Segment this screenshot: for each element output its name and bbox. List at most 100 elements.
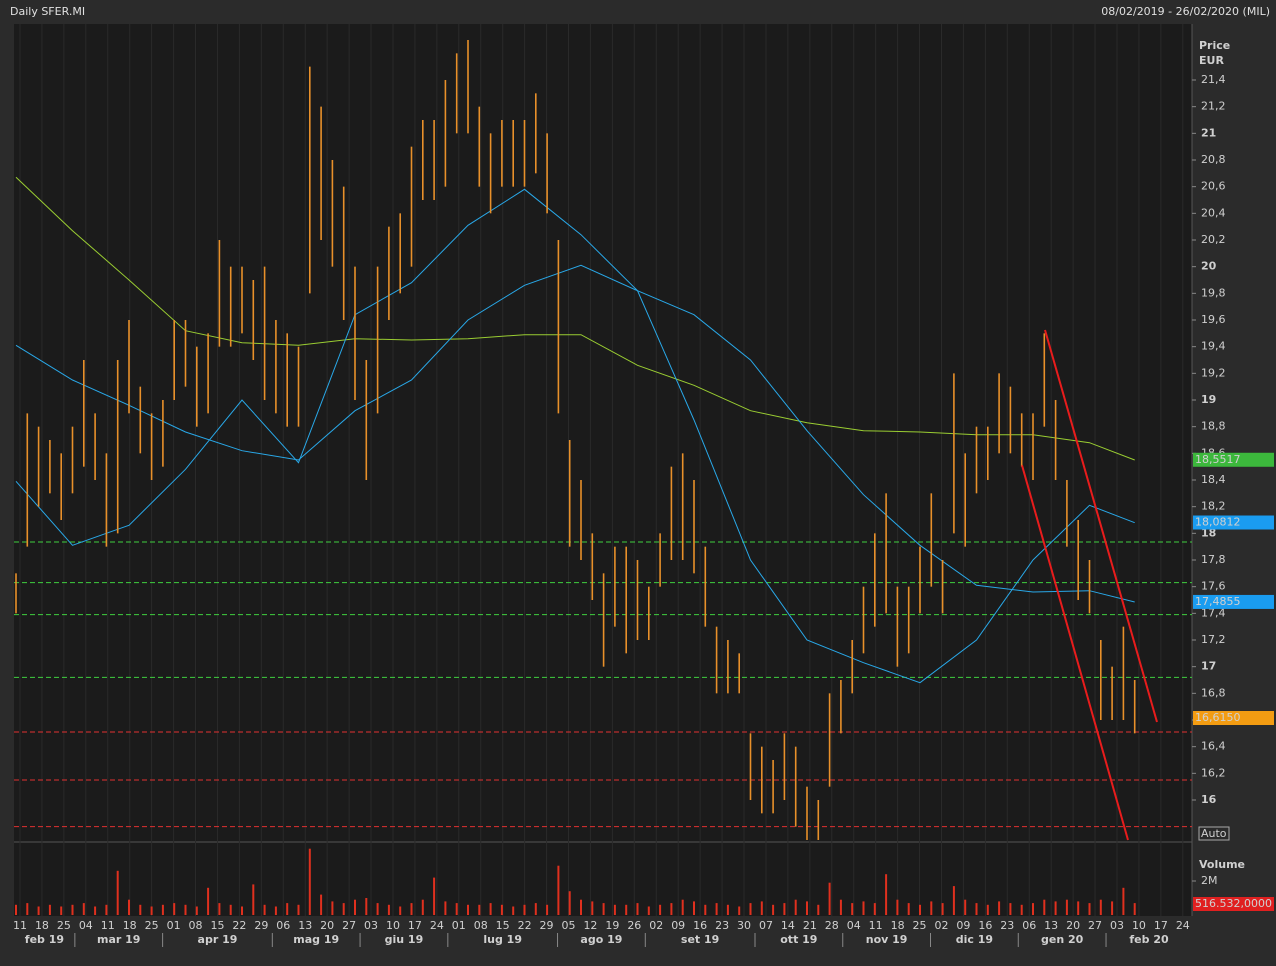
volume-bar: [128, 899, 130, 915]
volume-bar: [534, 903, 537, 915]
x-tick-label: 13: [298, 919, 312, 932]
volume-bar: [455, 903, 458, 915]
y-tick-label: 21,2: [1201, 100, 1226, 113]
x-tick-label: 03: [1110, 919, 1124, 932]
volume-bar: [975, 903, 978, 915]
y-tick-label: 17,2: [1201, 633, 1226, 646]
volume-bar: [354, 899, 356, 915]
date-range: 08/02/2019 - 26/02/2020 (MIL): [1101, 5, 1270, 18]
volume-bar: [173, 903, 176, 915]
volume-bar: [105, 904, 108, 915]
x-tick-label: 27: [1088, 919, 1102, 932]
volume-bar: [704, 904, 707, 915]
volume-bar: [873, 903, 876, 915]
month-label: mar 19: [97, 933, 140, 946]
auto-button[interactable]: [1198, 826, 1230, 841]
volume-bar: [467, 904, 469, 915]
x-tick-label: 30: [737, 919, 751, 932]
y-tick-label: 18,2: [1201, 500, 1226, 513]
volume-bar: [1077, 901, 1080, 915]
volume-last-label: 516.532,0000: [1195, 897, 1272, 910]
volume-bar: [546, 904, 549, 915]
last-value-label: 16,6150: [1195, 711, 1241, 724]
volume-bar: [772, 904, 775, 915]
y-tick-label: 18,4: [1201, 473, 1226, 486]
volume-bar: [602, 903, 605, 915]
volume-label: Volume: [1199, 858, 1245, 871]
last-value-tag: [1193, 452, 1274, 467]
volume-bar: [580, 899, 582, 915]
volume-bar: [760, 901, 763, 915]
volume-bar: [82, 903, 85, 915]
volume-bar: [274, 906, 277, 915]
trendline: [1044, 329, 1158, 723]
volume-bar: [26, 903, 29, 915]
last-value-label: 18,0812: [1195, 516, 1241, 529]
x-tick-label: 20: [320, 919, 334, 932]
volume-bar: [862, 901, 865, 915]
month-label: giu 19: [385, 933, 424, 946]
y-tick-label: 19,8: [1201, 286, 1226, 299]
volume-bar: [195, 906, 198, 915]
volume-bar: [806, 901, 808, 915]
volume-last-tag: [1193, 897, 1274, 911]
y-tick-label: 19: [1201, 393, 1216, 406]
x-tick-label: 25: [913, 919, 927, 932]
y-tick-label: 19,2: [1201, 366, 1226, 379]
x-tick-label: 26: [627, 919, 641, 932]
volume-bar: [116, 870, 119, 915]
auto-label[interactable]: Auto: [1201, 827, 1227, 840]
month-label: apr 19: [198, 933, 238, 946]
x-tick-label: 14: [781, 919, 795, 932]
x-tick-label: 10: [1132, 919, 1146, 932]
volume-bar: [48, 904, 51, 915]
volume-bar: [252, 884, 255, 915]
x-tick-label: 21: [803, 919, 817, 932]
last-value-label: 18,5517: [1195, 453, 1241, 466]
volume-bar: [365, 898, 368, 915]
x-tick-label: 16: [978, 919, 992, 932]
volume-bar: [286, 903, 289, 915]
x-tick-label: 24: [1176, 919, 1190, 932]
chart-title: Daily SFER.MI: [10, 5, 85, 18]
x-tick-label: 09: [956, 919, 970, 932]
x-tick-label: 08: [474, 919, 488, 932]
x-tick-label: 27: [342, 919, 356, 932]
x-tick-label: 23: [1000, 919, 1014, 932]
x-tick-label: 25: [145, 919, 159, 932]
volume-bar: [1009, 903, 1012, 915]
volume-bar: [478, 904, 481, 915]
x-tick-label: 18: [35, 919, 49, 932]
volume-bar: [94, 906, 97, 915]
volume-bar: [749, 903, 752, 915]
month-label: gen 20: [1041, 933, 1084, 946]
x-tick-label: 07: [759, 919, 773, 932]
volume-bar: [1111, 901, 1114, 915]
last-value-tag: [1193, 594, 1274, 609]
volume-bar: [444, 901, 447, 915]
volume-bar: [489, 903, 492, 915]
volume-bar: [320, 894, 323, 915]
last-value-tag: [1193, 515, 1274, 530]
x-tick-label: 15: [210, 919, 224, 932]
volume-bar: [1088, 903, 1091, 915]
volume-bar: [1054, 901, 1057, 915]
volume-bar: [647, 906, 650, 915]
volume-bar: [998, 901, 1001, 915]
volume-tick-label: 2M: [1201, 874, 1218, 887]
volume-bar: [308, 848, 311, 915]
x-tick-label: 15: [496, 919, 510, 932]
volume-bar: [952, 886, 955, 915]
volume-bar: [207, 887, 210, 915]
x-tick-label: 04: [79, 919, 93, 932]
last-value-tag: [1193, 711, 1274, 725]
month-label: ott 19: [780, 933, 817, 946]
volume-bar: [715, 903, 718, 915]
volume-bar: [783, 903, 786, 915]
volume-bar: [738, 906, 741, 915]
month-label: set 19: [681, 933, 719, 946]
volume-bar: [71, 904, 74, 915]
volume-bar: [433, 877, 436, 915]
volume-bar: [1133, 903, 1136, 915]
volume-bar: [1122, 887, 1125, 915]
